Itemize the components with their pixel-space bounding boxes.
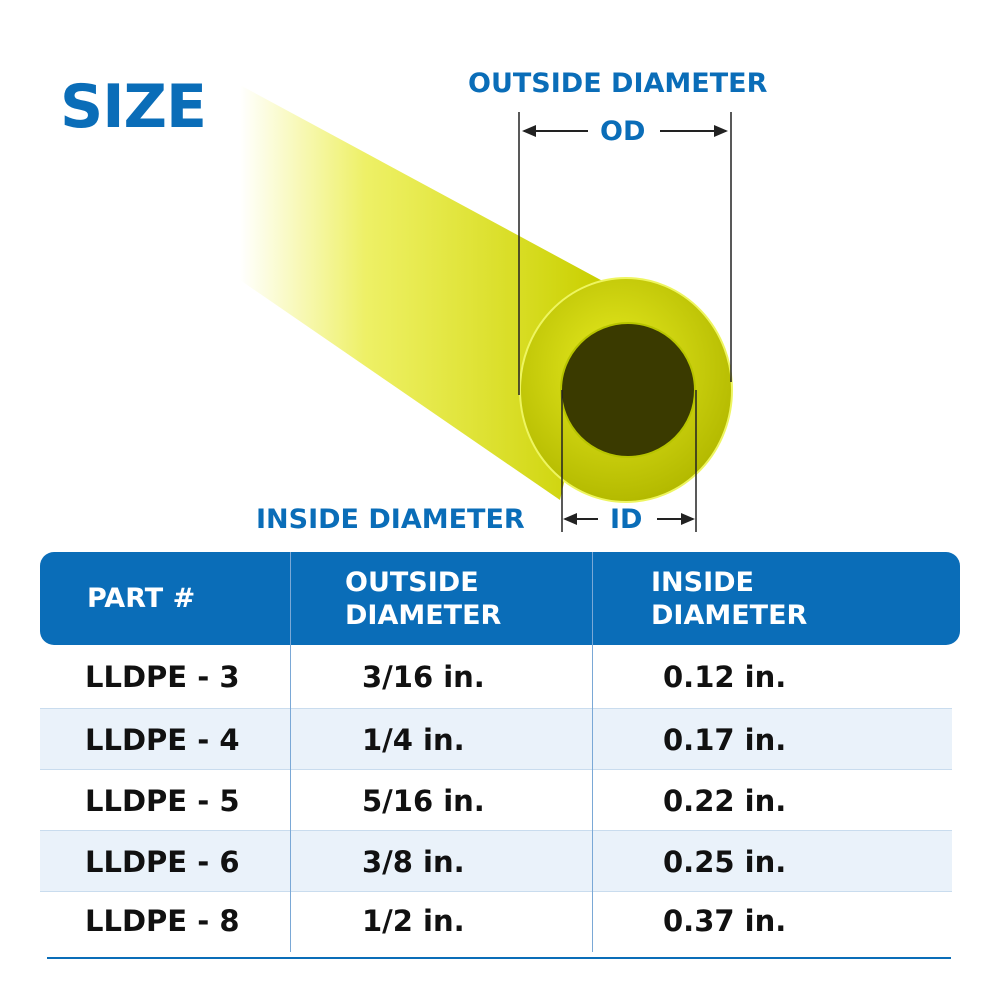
tube-body (240, 85, 610, 500)
part-cell: LLDPE - 6 (85, 845, 240, 879)
tube-bore (560, 322, 696, 458)
od-cell: 5/16 in. (362, 784, 485, 818)
column-divider (290, 552, 291, 952)
id-abbr: ID (610, 504, 643, 535)
part-cell: LLDPE - 5 (85, 784, 240, 818)
od-cell: 3/8 in. (362, 845, 465, 879)
table-bottom-rule (47, 957, 951, 959)
id-label: INSIDE DIAMETER (256, 504, 525, 535)
header-part: PART # (87, 583, 196, 614)
table-row: LLDPE - 4 1/4 in. 0.17 in. (40, 708, 952, 770)
od-cell: 3/16 in. (362, 660, 485, 694)
part-cell: LLDPE - 8 (85, 904, 240, 938)
table-row: LLDPE - 5 5/16 in. 0.22 in. (40, 770, 952, 830)
table-row: LLDPE - 8 1/2 in. 0.37 in. (40, 890, 952, 950)
id-cell: 0.25 in. (663, 845, 787, 879)
part-cell: LLDPE - 4 (85, 723, 240, 757)
column-divider (592, 552, 593, 952)
od-cell: 1/4 in. (362, 723, 465, 757)
id-cell: 0.12 in. (663, 660, 787, 694)
od-cell: 1/2 in. (362, 904, 465, 938)
id-cell: 0.22 in. (663, 784, 787, 818)
tube-diagram (240, 85, 733, 532)
page-title: SIZE (60, 72, 207, 142)
id-cell: 0.37 in. (663, 904, 787, 938)
header-inside-diameter: INSIDE DIAMETER (651, 567, 808, 631)
header-outside-diameter: OUTSIDE DIAMETER (345, 567, 502, 631)
id-cell: 0.17 in. (663, 723, 787, 757)
table-header: PART # OUTSIDE DIAMETER INSIDE DIAMETER (40, 552, 960, 645)
od-abbr: OD (600, 116, 646, 147)
table-row: LLDPE - 3 3/16 in. 0.12 in. (40, 646, 952, 706)
od-label: OUTSIDE DIAMETER (468, 68, 768, 99)
table-row: LLDPE - 6 3/8 in. 0.25 in. (40, 830, 952, 892)
part-cell: LLDPE - 3 (85, 660, 240, 694)
